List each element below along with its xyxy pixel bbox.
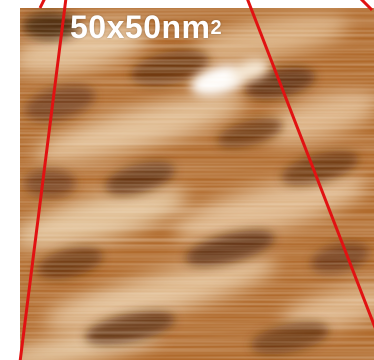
scale-label: 50x50nm2	[70, 8, 222, 46]
scale-exponent: 2	[210, 17, 223, 39]
marker-line-top-left-stub	[38, 0, 46, 9]
stm-topography-image	[20, 8, 374, 360]
scale-value: 50x50nm	[70, 9, 211, 45]
